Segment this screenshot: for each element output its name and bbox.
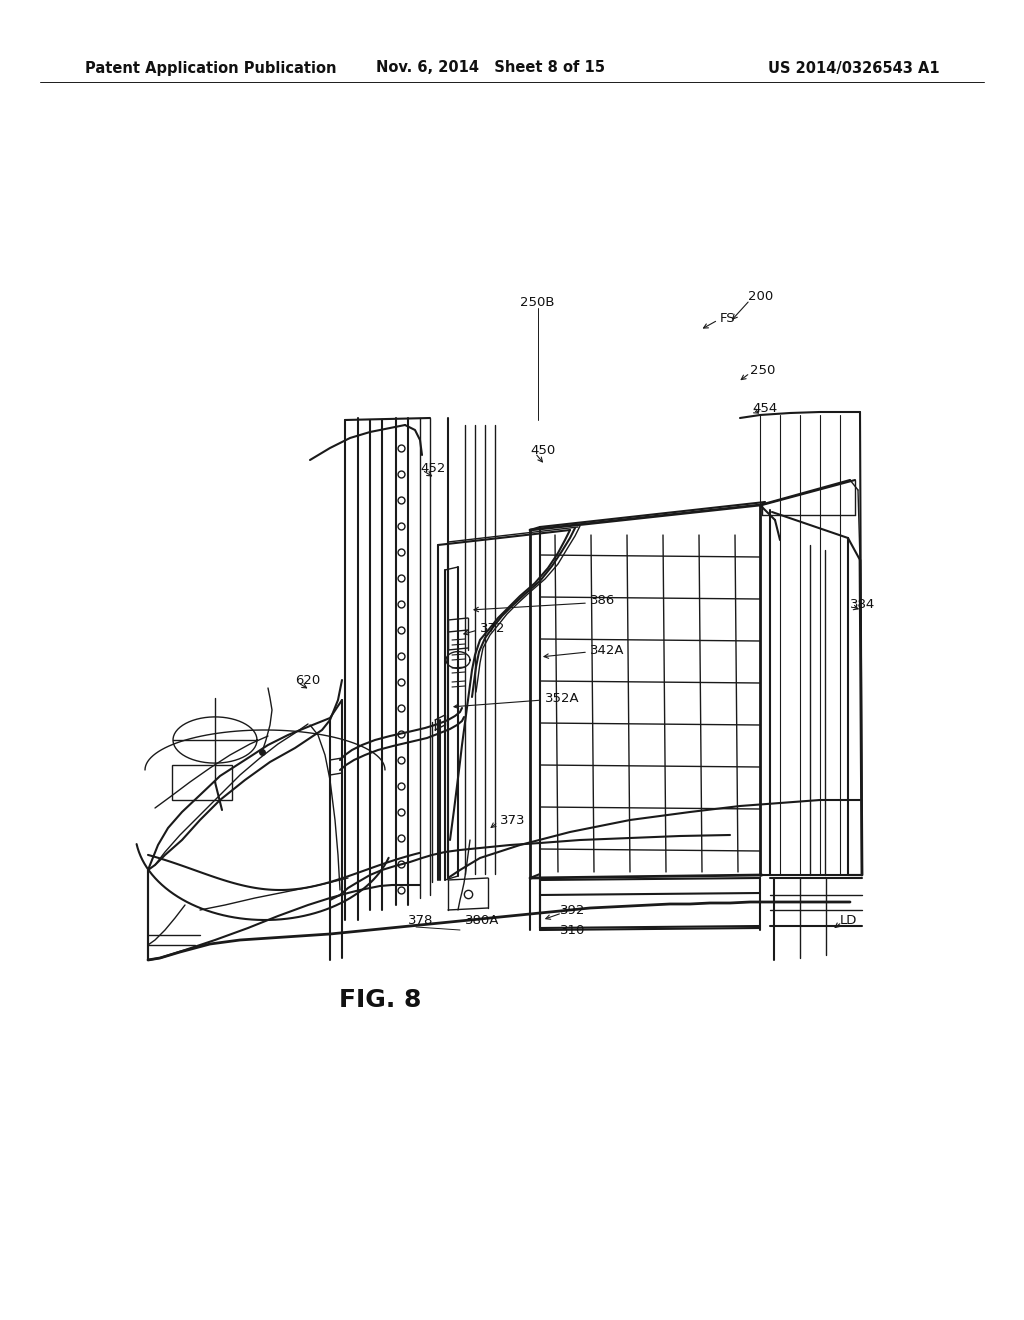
Text: FIG. 8: FIG. 8: [339, 987, 421, 1012]
Text: 620: 620: [295, 673, 321, 686]
Text: 200: 200: [748, 289, 773, 302]
Text: FS: FS: [720, 312, 735, 325]
Text: 310: 310: [560, 924, 586, 936]
Text: 454: 454: [752, 401, 777, 414]
Text: 384: 384: [850, 598, 876, 611]
Text: LD: LD: [840, 913, 857, 927]
Text: 250: 250: [750, 363, 775, 376]
Text: 378: 378: [408, 913, 433, 927]
Text: 380A: 380A: [465, 913, 500, 927]
Text: 372: 372: [480, 622, 506, 635]
Text: 386: 386: [590, 594, 615, 606]
Text: Nov. 6, 2014   Sheet 8 of 15: Nov. 6, 2014 Sheet 8 of 15: [376, 61, 604, 75]
Text: 352A: 352A: [545, 692, 580, 705]
Text: 250B: 250B: [520, 296, 555, 309]
Text: 392: 392: [560, 903, 586, 916]
Text: 450: 450: [530, 444, 555, 457]
Text: 452: 452: [420, 462, 445, 474]
Text: Patent Application Publication: Patent Application Publication: [85, 61, 337, 75]
Text: 373: 373: [500, 813, 525, 826]
Text: US 2014/0326543 A1: US 2014/0326543 A1: [768, 61, 940, 75]
Bar: [172, 766, 232, 800]
Text: 342A: 342A: [590, 644, 625, 656]
